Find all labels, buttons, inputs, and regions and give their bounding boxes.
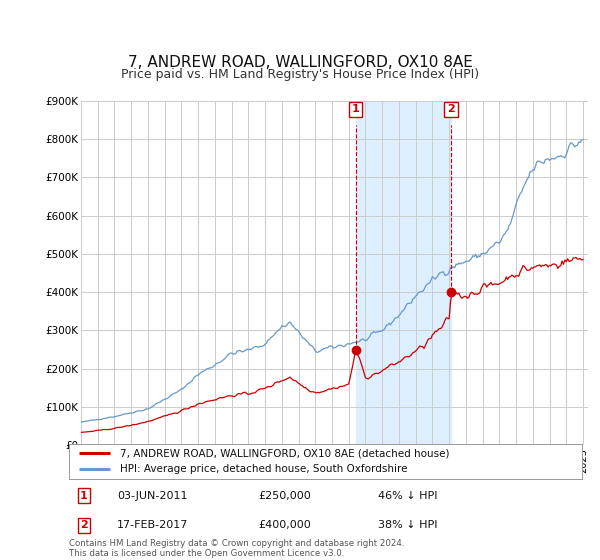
Text: 38% ↓ HPI: 38% ↓ HPI [378, 520, 437, 530]
Text: 2: 2 [447, 104, 455, 114]
Bar [356, 101, 451, 445]
Text: HPI: Average price, detached house, South Oxfordshire: HPI: Average price, detached house, Sout… [121, 464, 408, 474]
Text: 17-FEB-2017: 17-FEB-2017 [117, 520, 188, 530]
Text: 7, ANDREW ROAD, WALLINGFORD, OX10 8AE: 7, ANDREW ROAD, WALLINGFORD, OX10 8AE [128, 55, 472, 70]
Text: Contains HM Land Registry data © Crown copyright and database right 2024.
This d: Contains HM Land Registry data © Crown c… [69, 539, 404, 558]
Text: 46% ↓ HPI: 46% ↓ HPI [378, 491, 437, 501]
Text: 03-JUN-2011: 03-JUN-2011 [117, 491, 187, 501]
Text: 2: 2 [80, 520, 88, 530]
Text: £400,000: £400,000 [258, 520, 311, 530]
Text: 7, ANDREW ROAD, WALLINGFORD, OX10 8AE (detached house): 7, ANDREW ROAD, WALLINGFORD, OX10 8AE (d… [121, 449, 450, 459]
Text: 1: 1 [352, 104, 359, 114]
Text: 1: 1 [80, 491, 88, 501]
Text: Price paid vs. HM Land Registry's House Price Index (HPI): Price paid vs. HM Land Registry's House … [121, 68, 479, 81]
Text: £250,000: £250,000 [258, 491, 311, 501]
